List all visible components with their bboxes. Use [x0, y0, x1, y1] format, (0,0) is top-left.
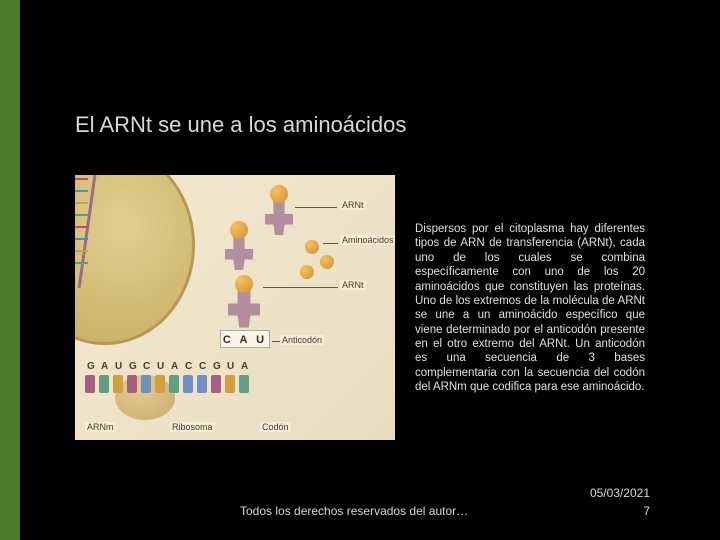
- mrna-base: G: [127, 375, 140, 395]
- amino-free-1: [305, 240, 319, 254]
- slide-title: El ARNt se une a los aminoácidos: [75, 112, 406, 138]
- label-ribosoma: Ribosoma: [170, 422, 215, 432]
- mrna-base: U: [225, 375, 238, 395]
- mrna-base: A: [99, 375, 112, 395]
- label-arnt-top: ARNt: [340, 200, 366, 210]
- amino-3: [235, 275, 253, 293]
- mrna-base: G: [85, 375, 98, 395]
- mrna-base: A: [169, 375, 182, 395]
- amino-free-3: [300, 265, 314, 279]
- nucleus-shape: [75, 175, 195, 345]
- mrna-strand: GAUGCUACCGUA: [85, 375, 385, 405]
- trna-2: [225, 235, 253, 270]
- mrna-base: G: [211, 375, 224, 395]
- label-line: [295, 207, 337, 208]
- amino-1: [270, 185, 288, 203]
- label-line: [272, 341, 280, 342]
- mrna-base: C: [197, 375, 210, 395]
- accent-bar: [0, 0, 20, 540]
- label-codon: Codón: [260, 422, 291, 432]
- trna-1: [265, 200, 293, 235]
- mrna-base: C: [141, 375, 154, 395]
- mrna-base: C: [183, 375, 196, 395]
- amino-2: [230, 221, 248, 239]
- mrna-base: U: [155, 375, 168, 395]
- label-arnm: ARNm: [85, 422, 116, 432]
- body-paragraph: Dispersos por el citoplasma hay diferent…: [415, 222, 645, 395]
- diagram-image: C A U GAUGCUACCGUA ARNt Aminoácidos ARNt…: [75, 175, 395, 440]
- label-aminoacidos: Aminoácidos: [340, 235, 395, 245]
- mrna-base: A: [239, 375, 252, 395]
- footer-copyright: Todos los derechos reservados del autor…: [240, 504, 468, 518]
- mrna-base: U: [113, 375, 126, 395]
- label-arnt-mid: ARNt: [340, 280, 366, 290]
- amino-free-2: [320, 255, 334, 269]
- dna-helix: [75, 175, 98, 288]
- footer-date: 05/03/2021: [590, 486, 650, 500]
- label-line: [323, 243, 338, 244]
- footer-page-number: 7: [643, 504, 650, 518]
- label-line: [263, 287, 338, 288]
- anticodon-seq: C A U: [220, 330, 270, 348]
- trna-3: [228, 287, 260, 327]
- label-anticodon: Anticodón: [280, 335, 324, 345]
